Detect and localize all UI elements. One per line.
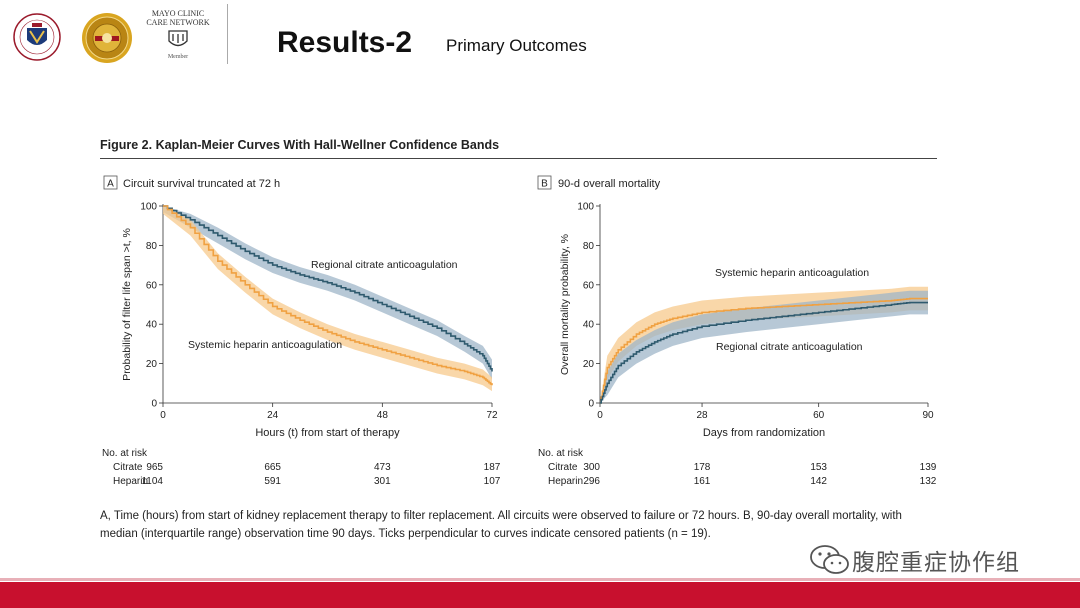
figure-title: Figure 2. Kaplan-Meier Curves With Hall-… (100, 138, 500, 152)
figure-caption: A, Time (hours) from start of kidney rep… (100, 510, 902, 540)
figure-rule (100, 158, 937, 159)
mayo-member: Member (167, 54, 189, 60)
chart-panel-b: B 90-d overall mortality 0 20 40 60 80 100 0 28 60… (537, 175, 937, 487)
mayo-line-1: MAYO CLINIC (151, 9, 205, 18)
at-risk-label: No. at risk (538, 448, 584, 459)
at-risk-value: 965 (146, 462, 163, 473)
chart-panel-a: A Circuit survival truncated at 72 h 0 20 40… (102, 175, 501, 487)
at-risk-value: 178 (694, 462, 711, 473)
at-risk-value: 665 (264, 462, 281, 473)
panel-title: Circuit survival truncated at 72 h (123, 178, 280, 190)
confidence-band-citrate (163, 206, 492, 380)
y-tick-label: 100 (577, 202, 594, 213)
y-tick-label: 80 (146, 241, 158, 252)
hospital-seal-logo (82, 13, 132, 63)
university-crest-logo (13, 13, 61, 61)
panel-title: 90-d overall mortality (558, 178, 661, 190)
at-risk-value: 187 (484, 462, 501, 473)
x-tick-label: 0 (160, 410, 166, 421)
at-risk-label: No. at risk (102, 448, 148, 459)
at-risk-value: 132 (920, 476, 937, 487)
y-tick-label: 60 (146, 280, 158, 291)
at-risk-row-name: Heparin (113, 476, 148, 487)
series-label-heparin: Systemic heparin anticoagulation (715, 267, 869, 279)
x-axis-label: Days from randomization (703, 427, 825, 439)
y-tick-label: 100 (140, 202, 157, 213)
y-tick-label: 20 (583, 359, 595, 370)
footer-accent-line (0, 578, 1080, 581)
x-tick-label: 90 (922, 410, 934, 421)
series-label-citrate: Regional citrate anticoagulation (311, 259, 458, 271)
panel-letter: A (107, 179, 114, 190)
at-risk-value: 296 (583, 476, 600, 487)
at-risk-value: 153 (810, 462, 827, 473)
at-risk-value: 473 (374, 462, 391, 473)
series-label-citrate: Regional citrate anticoagulation (716, 341, 863, 353)
at-risk-value: 142 (810, 476, 827, 487)
series-line-heparin (163, 205, 493, 386)
y-tick-label: 40 (146, 320, 158, 331)
at-risk-value: 301 (374, 476, 391, 487)
slide-title: Results-2 (277, 26, 413, 59)
footer-bar (0, 582, 1080, 608)
at-risk-value: 300 (583, 462, 600, 473)
x-tick-label: 48 (377, 410, 389, 421)
at-risk-value: 139 (920, 462, 937, 473)
watermark-text: 腹腔重症协作组 (852, 550, 1020, 576)
series-label-heparin: Systemic heparin anticoagulation (188, 339, 342, 351)
x-tick-label: 60 (813, 410, 825, 421)
x-tick-label: 72 (486, 410, 498, 421)
y-axis-label: Overall mortality probability, % (559, 234, 571, 375)
wechat-watermark: 腹腔重症协作组 (808, 543, 1020, 577)
at-risk-value: 161 (694, 476, 711, 487)
y-tick-label: 60 (583, 280, 595, 291)
at-risk-value: 1104 (141, 476, 163, 487)
slide-header: MAYO CLINIC CARE NETWORK Member Results-… (0, 0, 1080, 80)
panel-letter-box (103, 175, 118, 190)
y-tick-label: 20 (146, 359, 158, 370)
slide-subtitle: Primary Outcomes (446, 36, 587, 55)
y-axis-label: Probability of filter life span >t, % (121, 228, 133, 381)
mayo-clinic-logo: MAYO CLINIC CARE NETWORK Member (138, 9, 218, 62)
series-line-citrate (163, 205, 493, 372)
y-tick-label: 0 (588, 399, 594, 410)
km-charts: A Circuit survival truncated at 72 h 0 20 40… (102, 175, 937, 487)
y-tick-label: 80 (583, 241, 595, 252)
header-divider (227, 4, 228, 64)
confidence-band-heparin (163, 206, 492, 392)
series-line-heparin (600, 297, 928, 404)
y-tick-label: 0 (151, 399, 157, 410)
y-tick-label: 40 (583, 320, 595, 331)
x-tick-label: 28 (696, 410, 708, 421)
panel-letter-box (537, 175, 552, 190)
x-tick-label: 0 (597, 410, 603, 421)
x-axis-label: Hours (t) from start of therapy (255, 427, 400, 439)
at-risk-row-name: Citrate (113, 462, 143, 473)
series-line-citrate (600, 301, 928, 404)
at-risk-row-name: Citrate (548, 462, 578, 473)
at-risk-value: 591 (264, 476, 281, 487)
wechat-icon (810, 545, 849, 574)
confidence-band-citrate (600, 290, 928, 403)
mayo-shield-icon (168, 30, 188, 47)
panel-letter: B (541, 179, 548, 190)
mayo-line-2: CARE NETWORK (146, 18, 210, 27)
at-risk-value: 107 (484, 476, 501, 487)
at-risk-row-name: Heparin (548, 476, 583, 487)
x-tick-label: 24 (267, 410, 279, 421)
